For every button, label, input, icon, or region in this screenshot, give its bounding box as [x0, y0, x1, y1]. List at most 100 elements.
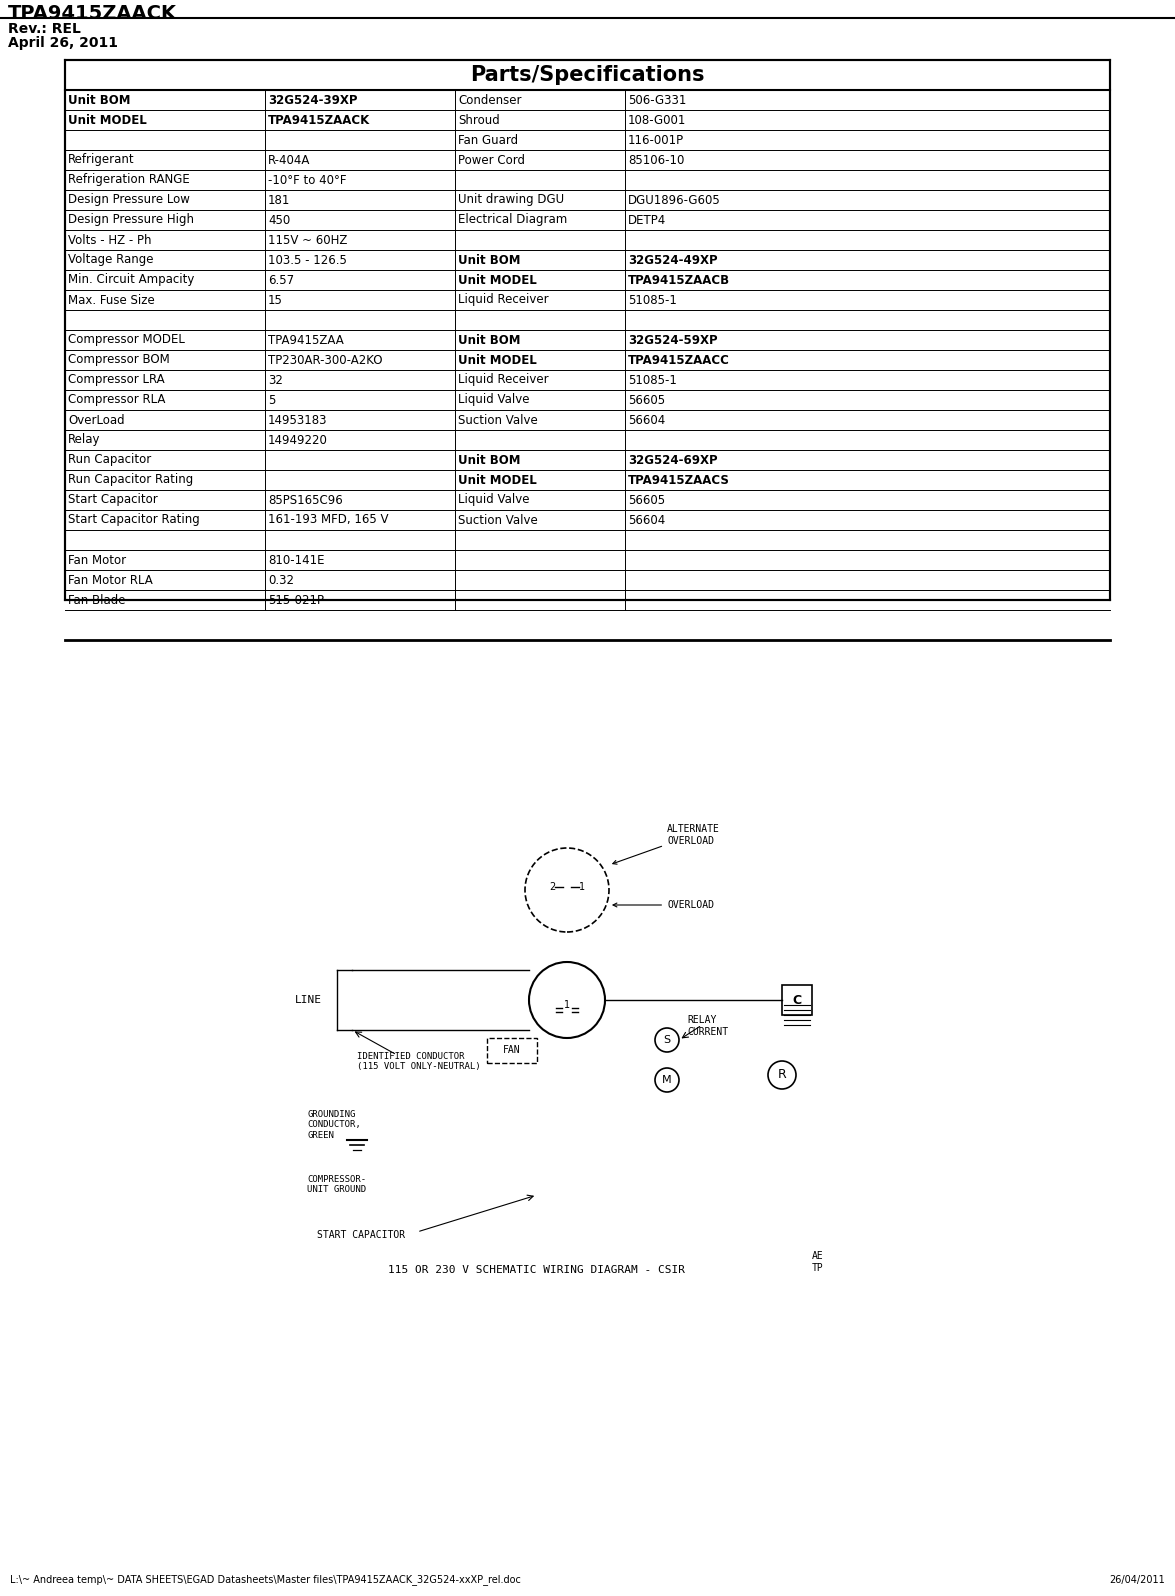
Text: Start Capacitor: Start Capacitor [68, 493, 157, 506]
Text: TPA9415ZAACC: TPA9415ZAACC [627, 353, 730, 367]
Text: 26/04/2011: 26/04/2011 [1109, 1575, 1164, 1585]
Text: 85106-10: 85106-10 [627, 153, 684, 166]
Text: April 26, 2011: April 26, 2011 [8, 37, 118, 49]
Text: Compressor LRA: Compressor LRA [68, 373, 165, 386]
Text: 0.32: 0.32 [268, 573, 294, 586]
Text: Design Pressure Low: Design Pressure Low [68, 193, 190, 206]
Text: 115 OR 230 V SCHEMATIC WIRING DIAGRAM - CSIR: 115 OR 230 V SCHEMATIC WIRING DIAGRAM - … [389, 1266, 685, 1275]
Text: 32G524-39XP: 32G524-39XP [268, 94, 357, 107]
Text: R: R [778, 1068, 786, 1082]
Text: 14949220: 14949220 [268, 434, 328, 447]
Text: Max. Fuse Size: Max. Fuse Size [68, 294, 155, 306]
Text: 32G524-69XP: 32G524-69XP [627, 453, 718, 466]
Text: Unit BOM: Unit BOM [68, 94, 130, 107]
Text: Liquid Receiver: Liquid Receiver [458, 373, 549, 386]
Text: TP230AR-300-A2KO: TP230AR-300-A2KO [268, 353, 383, 367]
Text: C: C [792, 994, 801, 1007]
Text: ALTERNATE
OVERLOAD: ALTERNATE OVERLOAD [613, 824, 720, 863]
Text: AE
TP: AE TP [812, 1251, 824, 1272]
Text: 1: 1 [564, 1001, 570, 1010]
Text: 161-193 MFD, 165 V: 161-193 MFD, 165 V [268, 514, 389, 527]
Text: Run Capacitor Rating: Run Capacitor Rating [68, 474, 193, 487]
Text: 2: 2 [549, 883, 555, 892]
Text: -10°F to 40°F: -10°F to 40°F [268, 174, 347, 187]
Text: Volts - HZ - Ph: Volts - HZ - Ph [68, 233, 152, 246]
Text: Fan Guard: Fan Guard [458, 134, 518, 147]
Text: Unit drawing DGU: Unit drawing DGU [458, 193, 564, 206]
Text: Suction Valve: Suction Valve [458, 413, 538, 426]
Text: R-404A: R-404A [268, 153, 310, 166]
Text: START CAPACITOR: START CAPACITOR [317, 1231, 405, 1240]
Text: 1: 1 [579, 883, 585, 892]
Text: Condenser: Condenser [458, 94, 522, 107]
Text: 56604: 56604 [627, 514, 665, 527]
Text: Run Capacitor: Run Capacitor [68, 453, 152, 466]
Text: S: S [664, 1034, 671, 1045]
Text: 32G524-49XP: 32G524-49XP [627, 254, 718, 267]
Text: Parts/Specifications: Parts/Specifications [470, 65, 705, 85]
Text: 32G524-59XP: 32G524-59XP [627, 334, 718, 346]
Text: Unit MODEL: Unit MODEL [458, 273, 537, 287]
Text: OVERLOAD: OVERLOAD [613, 900, 714, 910]
Text: Unit BOM: Unit BOM [458, 254, 521, 267]
Text: OverLoad: OverLoad [68, 413, 125, 426]
Text: Unit MODEL: Unit MODEL [458, 474, 537, 487]
Text: Start Capacitor Rating: Start Capacitor Rating [68, 514, 200, 527]
Text: 32: 32 [268, 373, 283, 386]
Text: 506-G331: 506-G331 [627, 94, 686, 107]
Text: Suction Valve: Suction Valve [458, 514, 538, 527]
Text: COMPRESSOR-
UNIT GROUND: COMPRESSOR- UNIT GROUND [307, 1175, 367, 1194]
Text: 108-G001: 108-G001 [627, 113, 686, 126]
Text: TPA9415ZAACK: TPA9415ZAACK [8, 5, 177, 22]
Text: L:\~ Andreea temp\~ DATA SHEETS\EGAD Datasheets\Master files\TPA9415ZAACK_32G524: L:\~ Andreea temp\~ DATA SHEETS\EGAD Dat… [11, 1575, 521, 1585]
Text: 515-021P: 515-021P [268, 594, 324, 606]
Text: Unit BOM: Unit BOM [458, 334, 521, 346]
Text: TPA9415ZAA: TPA9415ZAA [268, 334, 344, 346]
Text: 56605: 56605 [627, 493, 665, 506]
Text: Refrigerant: Refrigerant [68, 153, 135, 166]
Text: Unit MODEL: Unit MODEL [458, 353, 537, 367]
Text: M: M [663, 1076, 672, 1085]
Text: Compressor MODEL: Compressor MODEL [68, 334, 184, 346]
Text: Refrigeration RANGE: Refrigeration RANGE [68, 174, 189, 187]
Text: LINE: LINE [295, 994, 322, 1005]
Bar [486, 1037, 537, 1063]
Text: Min. Circuit Ampacity: Min. Circuit Ampacity [68, 273, 194, 287]
Text: Voltage Range: Voltage Range [68, 254, 154, 267]
Text: 103.5 - 126.5: 103.5 - 126.5 [268, 254, 347, 267]
Text: 85PS165C96: 85PS165C96 [268, 493, 343, 506]
Text: 51085-1: 51085-1 [627, 373, 677, 386]
Text: 116-001P: 116-001P [627, 134, 684, 147]
Text: Design Pressure High: Design Pressure High [68, 214, 194, 227]
Bar [783, 985, 812, 1015]
Text: 115V ~ 60HZ: 115V ~ 60HZ [268, 233, 348, 246]
Text: Compressor BOM: Compressor BOM [68, 353, 169, 367]
Text: Rev.: REL: Rev.: REL [8, 22, 81, 37]
Text: Shroud: Shroud [458, 113, 499, 126]
Text: TPA9415ZAACB: TPA9415ZAACB [627, 273, 730, 287]
Text: 450: 450 [268, 214, 290, 227]
Text: RELAY
CURRENT: RELAY CURRENT [687, 1015, 728, 1036]
Text: 56605: 56605 [627, 394, 665, 407]
Text: 810-141E: 810-141E [268, 554, 324, 567]
Text: Unit MODEL: Unit MODEL [68, 113, 147, 126]
Text: Relay: Relay [68, 434, 101, 447]
Text: Liquid Valve: Liquid Valve [458, 394, 530, 407]
Text: GROUNDING
CONDUCTOR,
GREEN: GROUNDING CONDUCTOR, GREEN [307, 1109, 361, 1140]
Text: Unit BOM: Unit BOM [458, 453, 521, 466]
Text: 5: 5 [268, 394, 275, 407]
Text: 56604: 56604 [627, 413, 665, 426]
Text: TPA9415ZAACK: TPA9415ZAACK [268, 113, 370, 126]
Text: DETP4: DETP4 [627, 214, 666, 227]
Text: Compressor RLA: Compressor RLA [68, 394, 166, 407]
Text: Fan Blade: Fan Blade [68, 594, 126, 606]
Text: Electrical Diagram: Electrical Diagram [458, 214, 568, 227]
Text: DGU1896-G605: DGU1896-G605 [627, 193, 720, 206]
Bar [65, 61, 1110, 600]
Text: Fan Motor RLA: Fan Motor RLA [68, 573, 153, 586]
Text: IDENTIFIED CONDUCTOR
(115 VOLT ONLY-NEUTRAL): IDENTIFIED CONDUCTOR (115 VOLT ONLY-NEUT… [357, 1052, 481, 1071]
Text: Liquid Receiver: Liquid Receiver [458, 294, 549, 306]
Text: 15: 15 [268, 294, 283, 306]
Text: Power Cord: Power Cord [458, 153, 525, 166]
Text: 181: 181 [268, 193, 290, 206]
